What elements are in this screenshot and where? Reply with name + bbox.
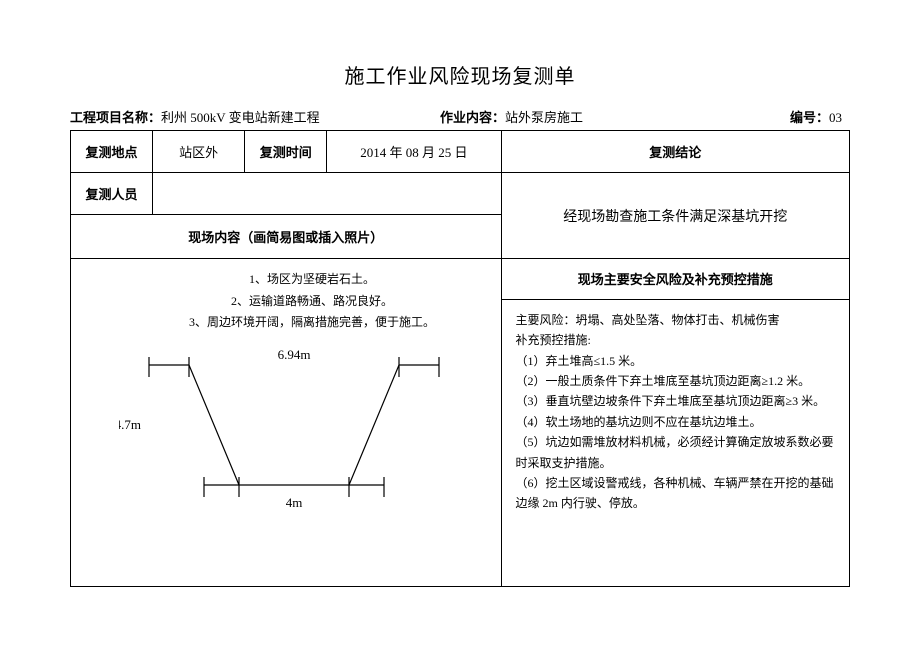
note-line: 2、运输道路畅通、路况良好。 — [189, 291, 435, 313]
table-row: 复测地点 站区外 复测时间 2014 年 08 月 25 日 复测结论 — [71, 131, 850, 173]
project-value: 利州 500kV 变电站新建工程 — [161, 110, 320, 125]
cell-time-label: 复测时间 — [245, 131, 327, 173]
svg-text:6.94m: 6.94m — [278, 347, 311, 362]
cell-conclusion-text: 经现场勘查施工条件满足深基坑开挖 — [501, 173, 850, 259]
serial-label: 编号： — [790, 110, 829, 125]
svg-text:4.7m: 4.7m — [119, 417, 141, 432]
header-work: 作业内容：站外泵房施工 — [440, 107, 690, 126]
cell-risk-title: 现场主要安全风险及补充预控措施 — [501, 259, 850, 300]
table-row: 复测人员 经现场勘查施工条件满足深基坑开挖 — [71, 173, 850, 215]
table-row: 1、场区为坚硬岩石土。 2、运输道路畅通、路况良好。 3、周边环境开阔，隔离措施… — [71, 259, 850, 300]
cell-diagram: 1、场区为坚硬岩石土。 2、运输道路畅通、路况良好。 3、周边环境开阔，隔离措施… — [71, 259, 502, 587]
header-line: 工程项目名称：利州 500kV 变电站新建工程 作业内容：站外泵房施工 编号：0… — [70, 107, 850, 126]
cell-site-content-header: 现场内容（画简易图或插入照片） — [71, 215, 502, 259]
risk-line: 主要风险：坍塌、高处坠落、物体打击、机械伤害 — [516, 310, 836, 330]
cell-location-label: 复测地点 — [71, 131, 153, 173]
cell-location-value: 站区外 — [153, 131, 245, 173]
work-value: 站外泵房施工 — [505, 110, 583, 125]
project-label: 工程项目名称： — [70, 110, 161, 125]
note-line: 1、场区为坚硬岩石土。 — [189, 269, 435, 291]
diagram-svg-holder: 6.94m 4.7m 4m — [119, 345, 479, 549]
risk-measure: （3）垂直坑壁边坡条件下弃土堆底至基坑顶边距离≥3 米。 — [516, 391, 836, 411]
pit-diagram-svg: 6.94m 4.7m 4m — [119, 345, 479, 545]
risk-measure: （6）挖土区域设警戒线，各种机械、车辆严禁在开挖的基础边缘 2m 内行驶、停放。 — [516, 473, 836, 514]
cell-time-value: 2014 年 08 月 25 日 — [327, 131, 501, 173]
risk-measure: （5）坑边如需堆放材料机械，必须经计算确定放坡系数必要时采取支护措施。 — [516, 432, 836, 473]
svg-text:4m: 4m — [286, 495, 303, 510]
note-line: 3、周边环境开阔，隔离措施完善，便于施工。 — [189, 312, 435, 334]
risk-line: 补充预控措施: — [516, 330, 836, 350]
cell-personnel-label: 复测人员 — [71, 173, 153, 215]
header-project: 工程项目名称：利州 500kV 变电站新建工程 — [70, 107, 440, 126]
risk-measure: （4）软土场地的基坑边则不应在基坑边堆土。 — [516, 412, 836, 432]
main-table: 复测地点 站区外 复测时间 2014 年 08 月 25 日 复测结论 复测人员… — [70, 130, 850, 587]
diagram-wrap: 1、场区为坚硬岩石土。 2、运输道路畅通、路况良好。 3、周边环境开阔，隔离措施… — [79, 265, 493, 580]
cell-personnel-value — [153, 173, 502, 215]
header-serial: 编号：03 — [690, 107, 850, 126]
cell-conclusion-header: 复测结论 — [501, 131, 850, 173]
page-title: 施工作业风险现场复测单 — [70, 60, 850, 89]
serial-value: 03 — [829, 110, 842, 125]
site-notes: 1、场区为坚硬岩石土。 2、运输道路畅通、路况良好。 3、周边环境开阔，隔离措施… — [189, 269, 435, 334]
work-label: 作业内容： — [440, 110, 505, 125]
risk-measure: （1）弃土堆高≤1.5 米。 — [516, 351, 836, 371]
cell-risk-body: 主要风险：坍塌、高处坠落、物体打击、机械伤害 补充预控措施: （1）弃土堆高≤1… — [501, 299, 850, 586]
risk-measure: （2）一般土质条件下弃土堆底至基坑顶边距离≥1.2 米。 — [516, 371, 836, 391]
